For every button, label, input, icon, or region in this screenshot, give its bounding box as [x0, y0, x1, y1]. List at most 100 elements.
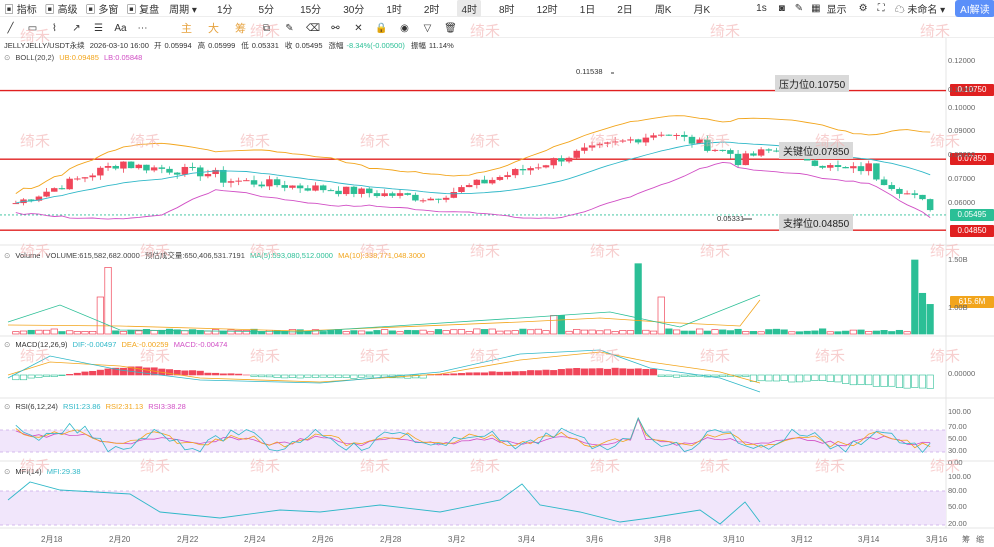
- macd-histogram-bar: [603, 368, 612, 376]
- ohlc-item: 高 0.05999: [198, 41, 239, 50]
- trash-icon[interactable]: 🗑: [444, 22, 457, 34]
- eraser-icon[interactable]: ⌫: [306, 22, 321, 34]
- candle-body: [719, 149, 726, 151]
- boll-mid-line: [15, 141, 931, 204]
- chips-toggle[interactable]: 筹: [962, 535, 970, 544]
- volume-bar: [135, 330, 143, 335]
- macd-histogram-bar: [27, 374, 35, 379]
- interval-tab[interactable]: 周K: [654, 4, 672, 16]
- volume-bar: [557, 315, 565, 335]
- top-replay-icon[interactable]: ▣ 复盘: [126, 4, 160, 16]
- interval-tab[interactable]: 12时: [536, 4, 558, 16]
- interval-tab[interactable]: 1分: [216, 4, 233, 16]
- candle-body: [120, 161, 127, 169]
- macd-histogram-bar: [527, 370, 535, 376]
- mfi-icon[interactable]: ⊙: [4, 467, 11, 476]
- ai-button[interactable]: AI解读: [955, 0, 994, 17]
- volume-bar: [603, 329, 612, 335]
- macd-icon[interactable]: ⊙: [4, 340, 11, 349]
- speed-select[interactable]: 1s: [756, 2, 767, 14]
- ohlc-value: 0.05495: [295, 41, 323, 50]
- volume-bar: [388, 330, 396, 335]
- volume-estimate: 预估成交量:650,406,531.7191: [144, 251, 245, 260]
- macd-histogram-bar: [219, 373, 227, 376]
- macd-histogram-bar: [465, 372, 473, 376]
- period-dropdown[interactable]: 周期 ▾: [169, 4, 197, 16]
- toolbar-color-item[interactable]: 大: [208, 23, 219, 35]
- eye-icon[interactable]: ◉: [400, 22, 409, 34]
- macd-histogram-bar: [304, 374, 312, 378]
- candle-body: [896, 188, 903, 194]
- account-button[interactable]: ☁ 未命名 ▾: [894, 4, 946, 16]
- macd-histogram-bar: [104, 368, 112, 376]
- pen-icon[interactable]: ✎: [794, 2, 804, 14]
- zoom-toggle[interactable]: 缩: [976, 535, 984, 544]
- volume-bar: [81, 331, 89, 335]
- volume-bar: [281, 330, 289, 335]
- interval-tab[interactable]: 2日: [617, 4, 633, 16]
- brush-tool-icon[interactable]: ⌇: [52, 22, 57, 34]
- filter-icon[interactable]: ▽: [423, 22, 432, 34]
- volume-icon[interactable]: ⊙: [4, 251, 11, 260]
- text-tool-icon[interactable]: Aa: [114, 22, 127, 34]
- volume-bar: [442, 330, 450, 335]
- link-icon[interactable]: ⚯: [331, 22, 340, 34]
- interval-tab[interactable]: 30分: [343, 4, 365, 16]
- mfi-row: ⊙ MFI(14) MFI:29.38: [4, 467, 84, 476]
- interval-tab[interactable]: 1日: [579, 4, 596, 16]
- candle-body: [173, 172, 181, 175]
- edit-icon[interactable]: ✎: [285, 22, 294, 34]
- interval-tab[interactable]: 1时: [386, 4, 402, 16]
- camera-icon[interactable]: ◙: [778, 2, 785, 14]
- copy-icon[interactable]: ⧉: [262, 22, 271, 34]
- interval-tab[interactable]: 5分: [258, 4, 275, 16]
- interval-tab[interactable]: 4时: [457, 0, 481, 17]
- more-icon[interactable]: ⋯: [137, 22, 148, 34]
- macd-histogram-bar: [296, 374, 304, 379]
- display-button[interactable]: 显示: [827, 1, 847, 16]
- macd-histogram-bar: [473, 372, 481, 376]
- macd-histogram-bar: [212, 372, 220, 376]
- volume-bar: [918, 292, 927, 335]
- list-icon[interactable]: ☰: [94, 22, 103, 34]
- boll-icon[interactable]: ⊙: [4, 53, 11, 62]
- price-axis-label: 0.10000: [948, 103, 976, 112]
- arrow-tool-icon[interactable]: ↗: [72, 22, 81, 34]
- line-tool-icon[interactable]: ╱: [7, 22, 14, 34]
- interval-tab[interactable]: 8时: [499, 4, 515, 16]
- toolbar-color-item[interactable]: 主: [181, 23, 192, 35]
- candle-body: [604, 142, 611, 144]
- toolbar-color-item[interactable]: 筹: [235, 23, 246, 35]
- rsi-icon[interactable]: ⊙: [4, 402, 11, 411]
- interval-tab[interactable]: 15分: [300, 4, 322, 16]
- macd-histogram-bar: [43, 374, 51, 377]
- fullscreen-icon[interactable]: ⛶: [877, 2, 885, 14]
- interval-tab[interactable]: 2时: [423, 4, 440, 16]
- volume-bar: [334, 329, 343, 335]
- layout-icon[interactable]: ▦: [811, 2, 821, 14]
- volume-bar: [611, 331, 619, 335]
- macd-histogram-bar: [112, 367, 120, 376]
- top-indicator-icon[interactable]: ▣ 指标: [4, 4, 37, 16]
- settings-icon[interactable]: ⚙: [858, 2, 868, 14]
- delete-icon[interactable]: ✕: [354, 22, 363, 34]
- macd-histogram-bar: [511, 371, 519, 376]
- interval-tab[interactable]: 月K: [693, 4, 711, 16]
- volume-bar: [411, 330, 419, 335]
- candle-body: [681, 134, 688, 137]
- rsi-axis-label: 30.00: [948, 446, 967, 455]
- rect-tool-icon[interactable]: ▭: [27, 22, 38, 34]
- top-advanced-icon[interactable]: ▣ 高级: [44, 4, 78, 16]
- volume-bar: [711, 329, 719, 335]
- volume-bar: [473, 328, 481, 335]
- volume-bar: [703, 330, 711, 335]
- candle-body: [658, 134, 665, 136]
- top-multi-window-icon[interactable]: ▣ 多窗: [85, 4, 119, 16]
- volume-bar: [634, 263, 642, 335]
- lock-icon[interactable]: 🔒: [375, 22, 388, 34]
- ohlc-item: 涨幅 -8.34%(-0.00500): [329, 41, 408, 50]
- candle-body: [204, 174, 212, 177]
- mfi-value: MFI:29.38: [46, 467, 81, 476]
- candle-body: [926, 199, 934, 211]
- key-price-tag: 0.07850: [950, 153, 994, 165]
